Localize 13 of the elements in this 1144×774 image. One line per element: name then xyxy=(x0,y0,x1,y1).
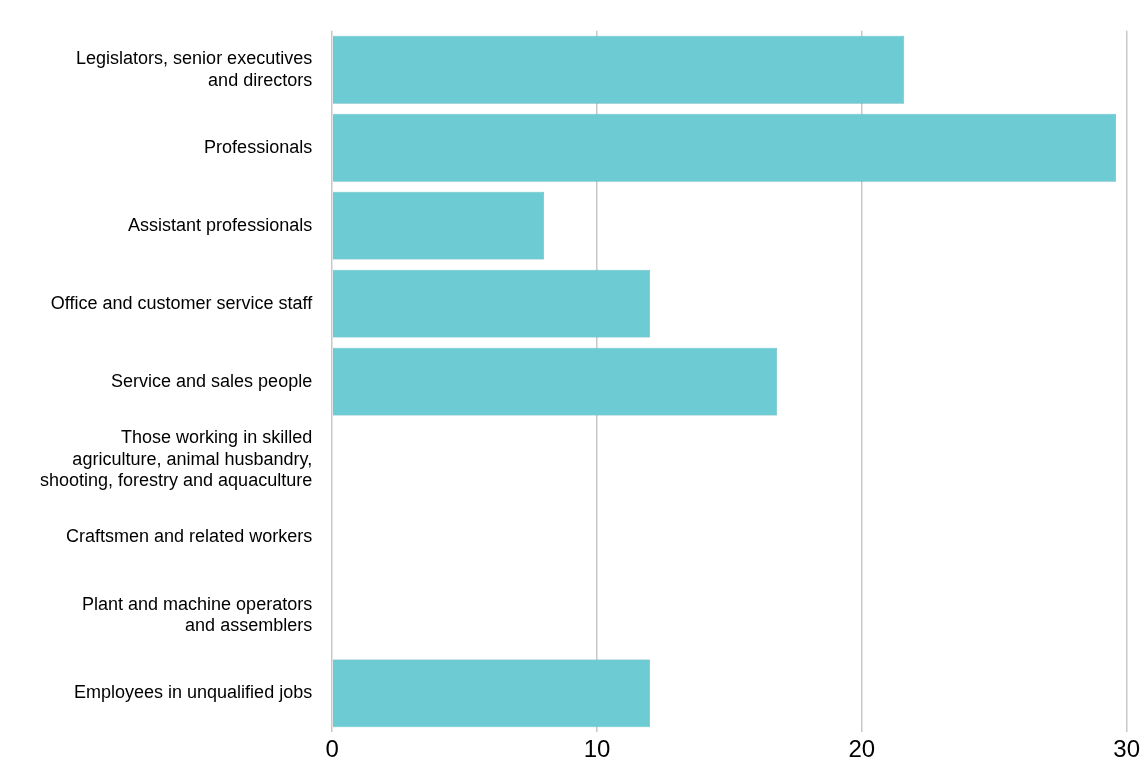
x-tick-label: 0 xyxy=(325,735,339,763)
y-tick-label: Plant and machine operators and assemblers xyxy=(82,593,313,636)
y-tick-label: Assistant professionals xyxy=(128,214,313,235)
y-tick-label: Employees in unqualified jobs xyxy=(74,682,313,703)
y-tick-label: Service and sales people xyxy=(111,370,313,391)
y-tick-label: Office and customer service staff xyxy=(50,292,314,313)
y-tick-label: Those working in skilled agriculture, animal husbandry, shooting, forestry and aquaculture xyxy=(40,426,313,491)
x-tick-label: 30 xyxy=(1113,735,1140,763)
x-tick-label: 20 xyxy=(848,735,876,763)
y-tick-label: Craftsmen and related workers xyxy=(66,526,313,547)
y-tick-label: Professionals xyxy=(204,136,313,157)
x-tick-label: 10 xyxy=(583,735,611,763)
y-tick-label: Legislators, senior executives and directors xyxy=(76,47,313,90)
